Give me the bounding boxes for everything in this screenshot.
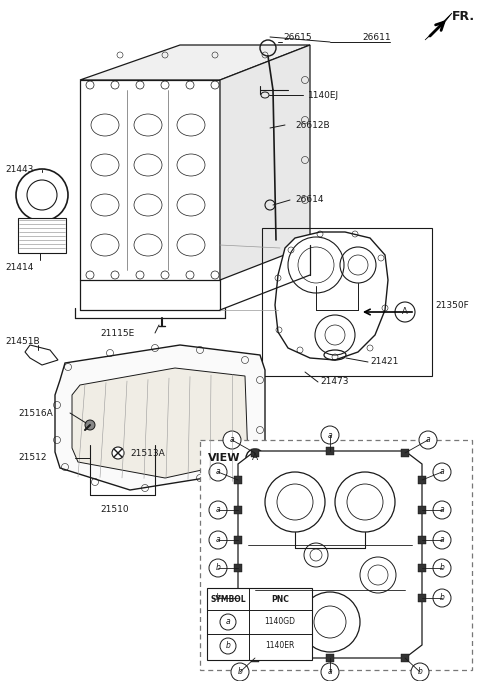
Text: 21512: 21512 <box>18 454 47 462</box>
Text: 21473: 21473 <box>320 377 348 387</box>
Text: 1140ER: 1140ER <box>265 642 295 650</box>
Text: a: a <box>226 618 230 627</box>
Circle shape <box>223 431 241 449</box>
Text: 21414: 21414 <box>5 264 34 272</box>
Text: a: a <box>216 535 220 545</box>
Bar <box>251 654 259 662</box>
Text: b: b <box>238 667 242 676</box>
Bar <box>401 449 409 457</box>
Circle shape <box>419 431 437 449</box>
Text: SYMBOL: SYMBOL <box>210 595 246 603</box>
Text: b: b <box>216 594 220 603</box>
Text: 21443: 21443 <box>5 165 34 174</box>
Circle shape <box>209 501 227 519</box>
Text: VIEW: VIEW <box>208 453 240 463</box>
Text: 21513A: 21513A <box>130 449 165 458</box>
Text: a: a <box>426 436 430 445</box>
Bar <box>326 654 334 662</box>
Text: a: a <box>216 505 220 515</box>
Text: a: a <box>230 436 234 445</box>
Circle shape <box>220 638 236 654</box>
Circle shape <box>85 420 95 430</box>
Text: 26612B: 26612B <box>295 121 330 129</box>
Text: 26611: 26611 <box>362 33 391 42</box>
Bar <box>418 506 426 514</box>
Polygon shape <box>25 345 58 365</box>
Text: a: a <box>440 505 444 515</box>
Bar <box>18 218 66 253</box>
Bar <box>418 594 426 602</box>
Bar <box>200 440 472 670</box>
Circle shape <box>433 589 451 607</box>
Text: b: b <box>216 563 220 573</box>
Bar <box>401 654 409 662</box>
Bar <box>418 476 426 484</box>
Polygon shape <box>220 45 310 280</box>
Text: 21510: 21510 <box>100 505 129 515</box>
Circle shape <box>209 559 227 577</box>
Text: b: b <box>418 667 422 676</box>
Text: A: A <box>402 308 408 317</box>
Text: 21115E: 21115E <box>100 328 134 338</box>
Text: b: b <box>440 594 444 603</box>
Text: 21451B: 21451B <box>5 338 40 347</box>
Circle shape <box>395 302 415 322</box>
Text: a: a <box>440 535 444 545</box>
Text: b: b <box>440 563 444 573</box>
Polygon shape <box>80 45 310 80</box>
Polygon shape <box>425 13 452 40</box>
Bar <box>234 564 242 572</box>
Text: a: a <box>440 467 444 477</box>
Text: a: a <box>328 667 332 676</box>
Circle shape <box>231 663 249 681</box>
Bar <box>418 564 426 572</box>
Bar <box>207 588 312 660</box>
Text: b: b <box>226 642 230 650</box>
Circle shape <box>209 463 227 481</box>
Text: FR.: FR. <box>452 10 475 22</box>
Bar <box>418 536 426 544</box>
Circle shape <box>209 531 227 549</box>
Circle shape <box>433 501 451 519</box>
Bar <box>262 228 432 376</box>
Circle shape <box>220 614 236 630</box>
Polygon shape <box>80 80 220 280</box>
Circle shape <box>209 589 227 607</box>
Text: 21516A: 21516A <box>18 409 53 417</box>
Bar <box>234 536 242 544</box>
Circle shape <box>411 663 429 681</box>
Circle shape <box>433 559 451 577</box>
Bar <box>234 476 242 484</box>
Text: a: a <box>328 430 332 439</box>
Polygon shape <box>275 232 388 360</box>
Circle shape <box>321 663 339 681</box>
Circle shape <box>433 531 451 549</box>
Bar <box>251 449 259 457</box>
Polygon shape <box>238 451 422 658</box>
Text: 21350F: 21350F <box>435 300 469 309</box>
Text: 1140GD: 1140GD <box>264 618 296 627</box>
Text: PNC: PNC <box>271 595 289 603</box>
Text: 1140EJ: 1140EJ <box>308 91 339 99</box>
Text: 21421: 21421 <box>370 358 398 366</box>
Bar <box>326 447 334 455</box>
Circle shape <box>321 426 339 444</box>
Polygon shape <box>72 368 248 478</box>
Text: A: A <box>252 454 258 462</box>
Circle shape <box>433 463 451 481</box>
Circle shape <box>16 169 68 221</box>
Polygon shape <box>55 345 265 490</box>
Bar <box>234 506 242 514</box>
Text: 26615: 26615 <box>283 33 312 42</box>
Text: a: a <box>216 467 220 477</box>
Bar <box>234 594 242 602</box>
Text: 26614: 26614 <box>295 195 324 204</box>
Circle shape <box>112 447 124 459</box>
